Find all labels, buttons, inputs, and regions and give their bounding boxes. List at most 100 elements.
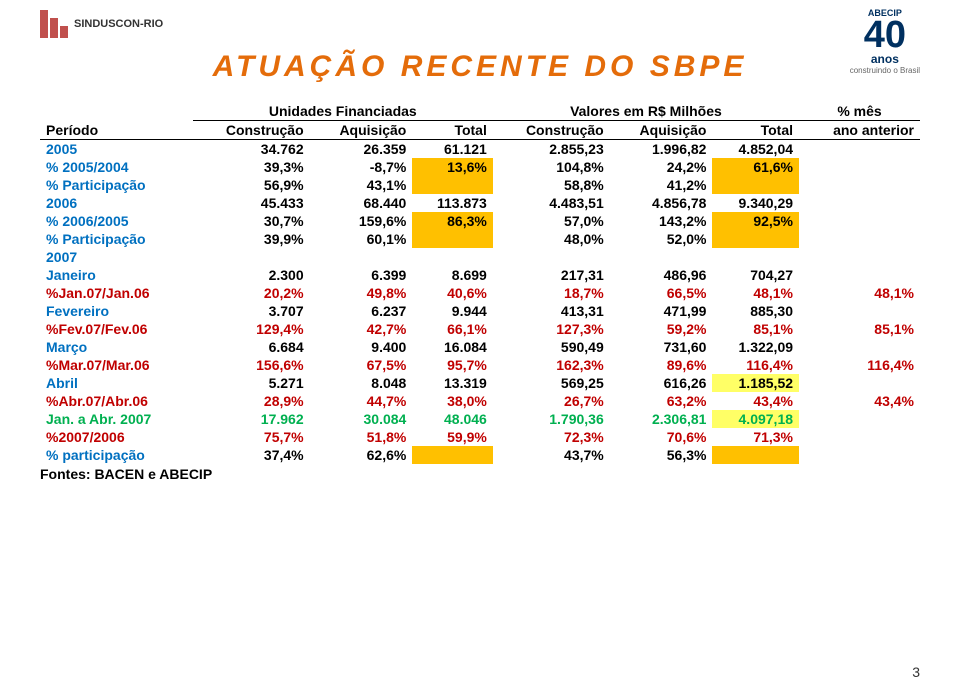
cell: 89,6% bbox=[610, 356, 713, 374]
cell: 4.852,04 bbox=[712, 140, 799, 159]
cell bbox=[493, 248, 610, 266]
cell: 57,0% bbox=[493, 212, 610, 230]
footer-text: Fontes: BACEN e ABECIP bbox=[40, 466, 920, 482]
cell: 62,6% bbox=[310, 446, 413, 464]
cell: 63,2% bbox=[610, 392, 713, 410]
cell: 6.237 bbox=[310, 302, 413, 320]
table-header-group: Unidades Financiadas Valores em R$ Milhõ… bbox=[40, 102, 920, 121]
cell bbox=[799, 266, 920, 284]
cell: 590,49 bbox=[493, 338, 610, 356]
cell: 56,9% bbox=[193, 176, 310, 194]
cell: 5.271 bbox=[193, 374, 310, 392]
table-row: Abril5.2718.04813.319569,25616,261.185,5… bbox=[40, 374, 920, 392]
table-row: 2007 bbox=[40, 248, 920, 266]
cell: 3.707 bbox=[193, 302, 310, 320]
cell: 56,3% bbox=[610, 446, 713, 464]
cell: 41,2% bbox=[610, 176, 713, 194]
row-label: Janeiro bbox=[40, 266, 193, 284]
row-label: %2007/2006 bbox=[40, 428, 193, 446]
cell bbox=[412, 248, 493, 266]
cell bbox=[799, 410, 920, 428]
row-label: 2007 bbox=[40, 248, 193, 266]
cell: 4.483,51 bbox=[493, 194, 610, 212]
row-label: % 2005/2004 bbox=[40, 158, 193, 176]
cell: 20,2% bbox=[193, 284, 310, 302]
cell bbox=[712, 446, 799, 464]
cell: 16.084 bbox=[412, 338, 493, 356]
cell: 85,1% bbox=[712, 320, 799, 338]
cell: 49,8% bbox=[310, 284, 413, 302]
cell: 9.400 bbox=[310, 338, 413, 356]
cell: 2.306,81 bbox=[610, 410, 713, 428]
cell: 13.319 bbox=[412, 374, 493, 392]
row-label: Fevereiro bbox=[40, 302, 193, 320]
table-row: %Mar.07/Mar.06156,6%67,5%95,7%162,3%89,6… bbox=[40, 356, 920, 374]
cell: 37,4% bbox=[193, 446, 310, 464]
cell bbox=[799, 230, 920, 248]
table-row: %2007/200675,7%51,8%59,9%72,3%70,6%71,3% bbox=[40, 428, 920, 446]
cell: 17.962 bbox=[193, 410, 310, 428]
cell: 471,99 bbox=[610, 302, 713, 320]
table-row: %Jan.07/Jan.0620,2%49,8%40,6%18,7%66,5%4… bbox=[40, 284, 920, 302]
cell: 1.185,52 bbox=[712, 374, 799, 392]
cell: 4.856,78 bbox=[610, 194, 713, 212]
row-label: % Participação bbox=[40, 230, 193, 248]
table-row: %Abr.07/Abr.0628,9%44,7%38,0%26,7%63,2%4… bbox=[40, 392, 920, 410]
cell: 34.762 bbox=[193, 140, 310, 159]
header-values: Valores em R$ Milhões bbox=[493, 102, 799, 121]
cell bbox=[712, 176, 799, 194]
cell: 1.790,36 bbox=[493, 410, 610, 428]
cell: 6.684 bbox=[193, 338, 310, 356]
cell: 45.433 bbox=[193, 194, 310, 212]
cell: 66,5% bbox=[610, 284, 713, 302]
cell: 116,4% bbox=[712, 356, 799, 374]
cell: 30,7% bbox=[193, 212, 310, 230]
cell: 52,0% bbox=[610, 230, 713, 248]
cell bbox=[712, 230, 799, 248]
cell: 26,7% bbox=[493, 392, 610, 410]
row-label: % Participação bbox=[40, 176, 193, 194]
cell: 486,96 bbox=[610, 266, 713, 284]
cell: 67,5% bbox=[310, 356, 413, 374]
row-label: 2006 bbox=[40, 194, 193, 212]
cell: 9.944 bbox=[412, 302, 493, 320]
cell: 2.855,23 bbox=[493, 140, 610, 159]
cell: 1.322,09 bbox=[712, 338, 799, 356]
cell: 60,1% bbox=[310, 230, 413, 248]
table-row: Março6.6849.40016.084590,49731,601.322,0… bbox=[40, 338, 920, 356]
cell: 68.440 bbox=[310, 194, 413, 212]
cell: 48,0% bbox=[493, 230, 610, 248]
row-label: % participação bbox=[40, 446, 193, 464]
cell: 66,1% bbox=[412, 320, 493, 338]
cell bbox=[799, 212, 920, 230]
cell: 43,1% bbox=[310, 176, 413, 194]
cell bbox=[799, 302, 920, 320]
row-label: Jan. a Abr. 2007 bbox=[40, 410, 193, 428]
cell bbox=[799, 338, 920, 356]
cell bbox=[799, 248, 920, 266]
cell: 116,4% bbox=[799, 356, 920, 374]
cell: 217,31 bbox=[493, 266, 610, 284]
logo-left-text: SINDUSCON-RIO bbox=[74, 18, 163, 30]
cell bbox=[799, 194, 920, 212]
cell: 413,31 bbox=[493, 302, 610, 320]
row-label: Março bbox=[40, 338, 193, 356]
table-row: % Participação39,9%60,1% 48,0%52,0% bbox=[40, 230, 920, 248]
logo-bars-icon bbox=[40, 10, 68, 38]
cell: 18,7% bbox=[493, 284, 610, 302]
cell bbox=[412, 446, 493, 464]
cell: 75,7% bbox=[193, 428, 310, 446]
cell: 104,8% bbox=[493, 158, 610, 176]
cell: 1.996,82 bbox=[610, 140, 713, 159]
cell bbox=[799, 158, 920, 176]
logo-right: ABECIP 40 anos construindo o Brasil bbox=[850, 8, 920, 75]
cell: 30.084 bbox=[310, 410, 413, 428]
cell: 43,4% bbox=[712, 392, 799, 410]
row-label: %Abr.07/Abr.06 bbox=[40, 392, 193, 410]
logo-right-number: 40 bbox=[850, 18, 920, 52]
table-header-row: Período Construção Aquisição Total Const… bbox=[40, 121, 920, 140]
cell: 39,9% bbox=[193, 230, 310, 248]
table-row: 200645.43368.440113.8734.483,514.856,789… bbox=[40, 194, 920, 212]
cell: 70,6% bbox=[610, 428, 713, 446]
cell bbox=[412, 176, 493, 194]
